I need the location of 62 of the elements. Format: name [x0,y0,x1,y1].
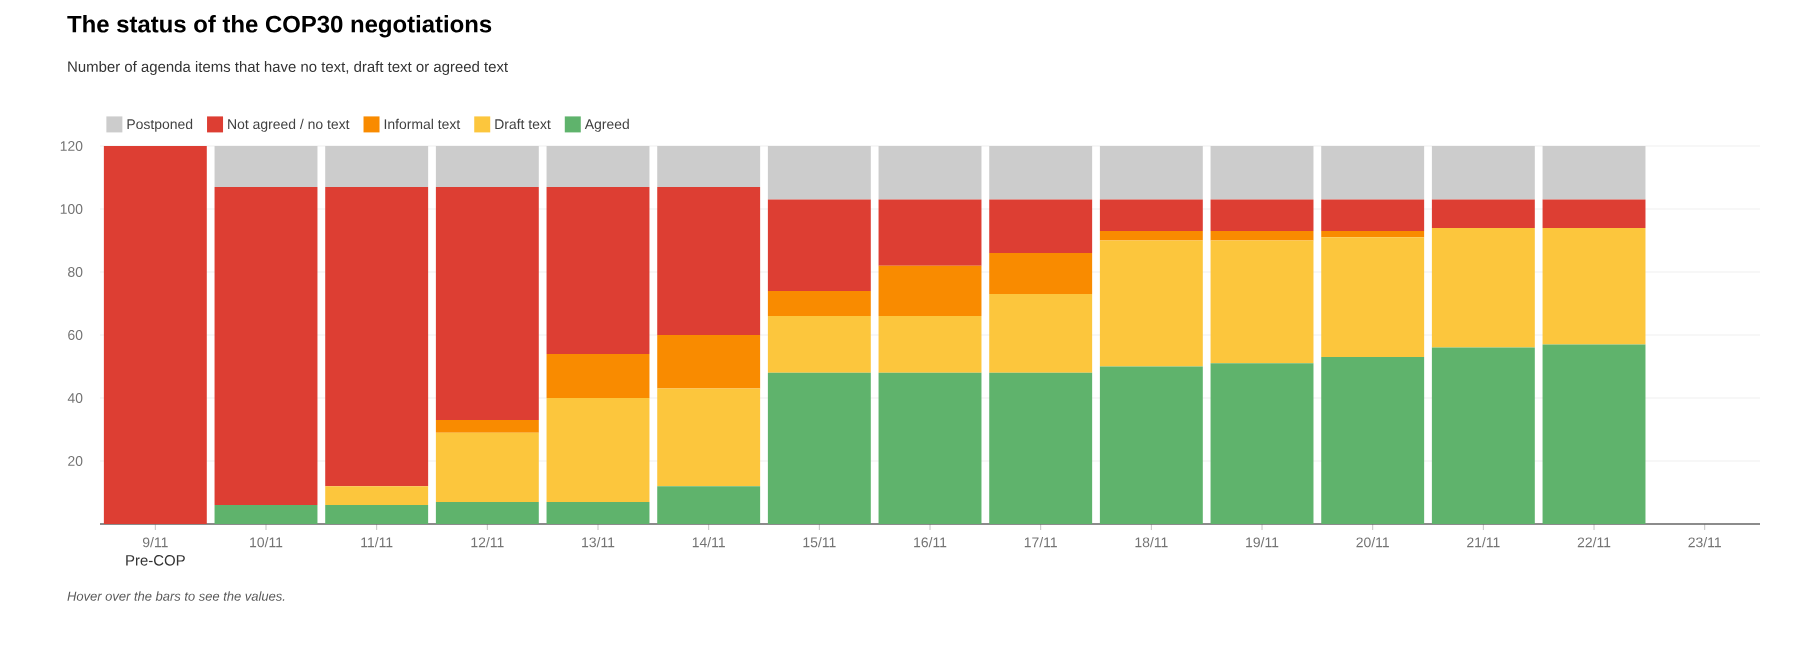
bar [1542,227,1646,345]
bar [546,186,650,354]
bar [325,145,429,187]
bar [435,501,539,524]
bar [1099,366,1203,524]
bar [767,145,871,200]
bar [1099,199,1203,232]
bar [1210,231,1314,241]
bar [1321,199,1425,232]
bar [435,145,539,187]
bar [767,372,871,524]
chart-title: The status of the COP30 negotiations [67,15,492,38]
bar [214,505,318,524]
bar [546,501,650,524]
bar [1542,344,1646,524]
bar [657,388,761,487]
bar [1431,227,1535,348]
bar [1431,199,1535,228]
bar [767,290,871,317]
bar [989,294,1093,373]
bar [878,265,982,317]
bar [435,186,539,421]
bar [1210,199,1314,232]
bar [325,486,429,506]
bar [657,186,761,335]
bar [1099,240,1203,367]
bar [1321,231,1425,238]
bar [767,199,871,291]
bar [435,432,539,502]
bar [1321,145,1425,200]
bar [325,186,429,487]
bar [546,145,650,187]
bar [1099,145,1203,200]
bar [878,199,982,266]
bar [435,420,539,433]
bar [989,199,1093,254]
bar [657,145,761,187]
bar [1542,199,1646,228]
bar [657,486,761,524]
bar [103,145,207,524]
bar [325,505,429,524]
bar [878,316,982,373]
bar [1431,347,1535,524]
bar [546,398,650,502]
bar [546,353,650,398]
bar [989,253,1093,295]
bar [878,145,982,200]
bar [1210,240,1314,364]
bar [1210,363,1314,524]
bar [1431,145,1535,200]
bar [1210,145,1314,200]
bar [878,372,982,524]
bar [1542,145,1646,200]
bar [214,145,318,187]
bar [657,334,761,389]
bar [214,186,318,506]
bar [989,372,1093,524]
bar [989,145,1093,200]
bar [1321,237,1425,358]
bar [1099,231,1203,241]
bar [1321,357,1425,524]
bar [767,316,871,373]
